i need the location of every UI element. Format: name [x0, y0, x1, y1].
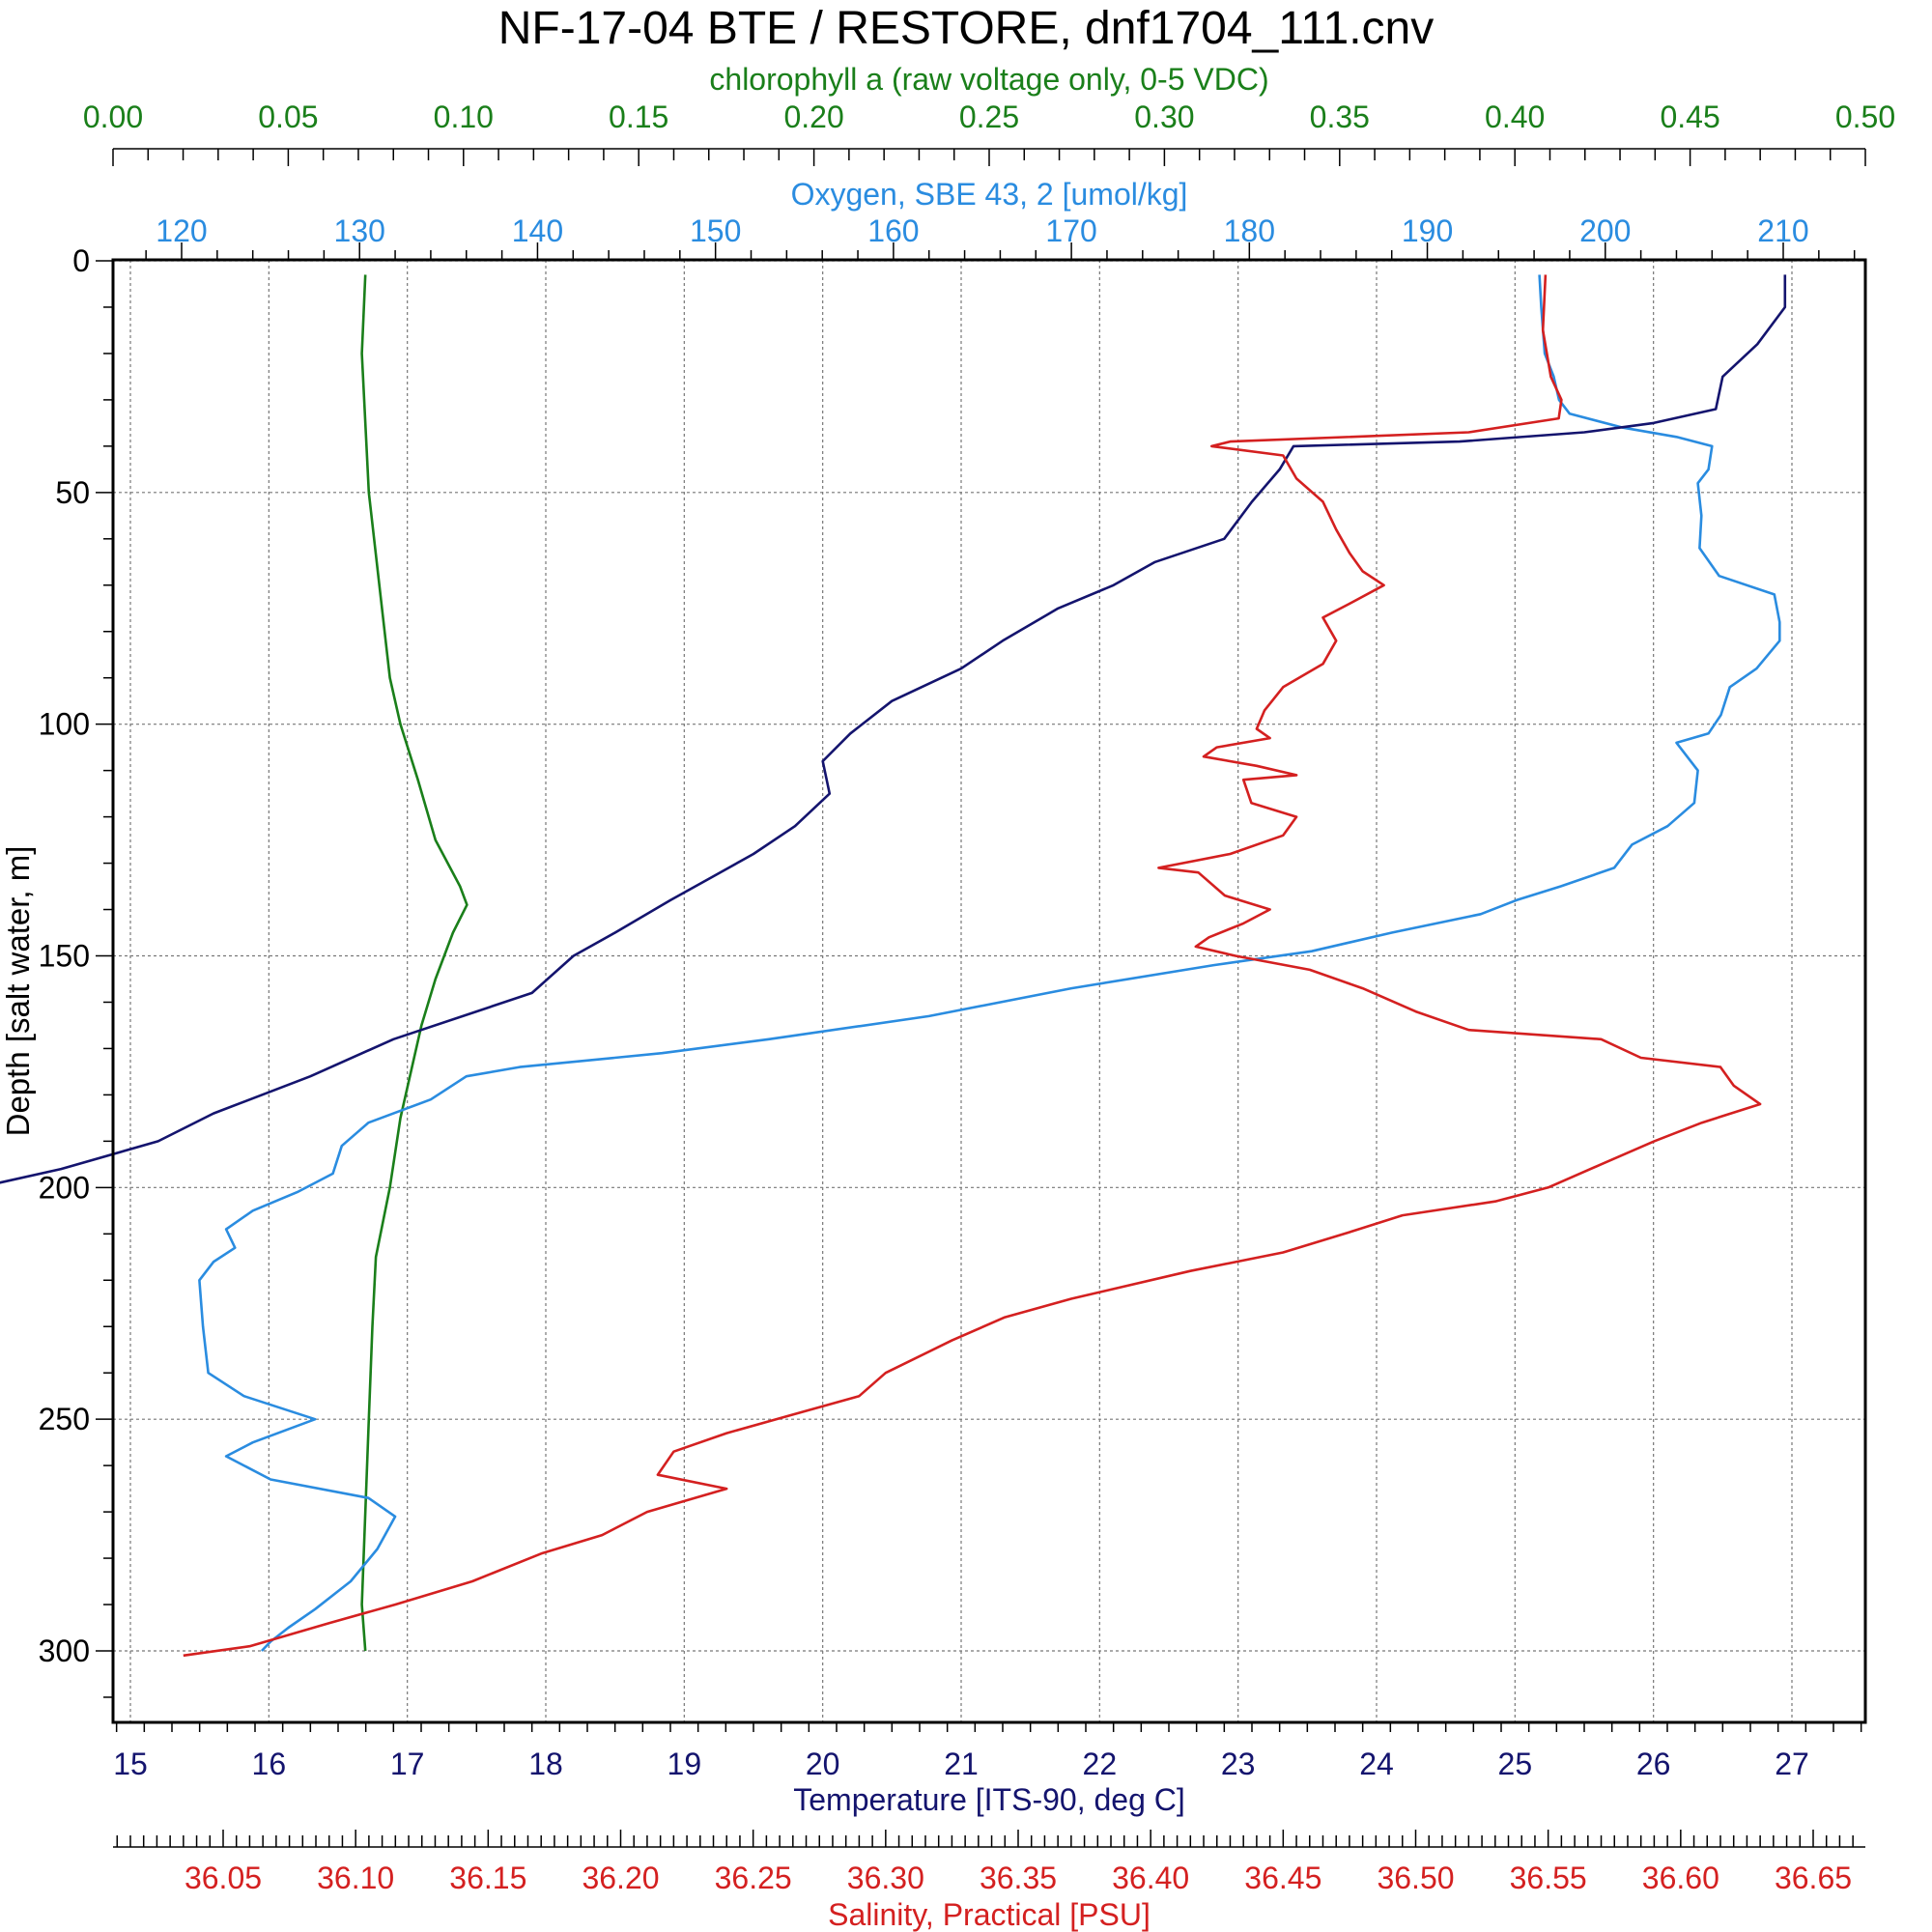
chlorophyll-tick-label: 0.20	[783, 99, 843, 134]
chlorophyll-tick-label: 0.30	[1134, 99, 1194, 134]
salinity-tick-label: 36.45	[1244, 1861, 1321, 1895]
temperature-series-line	[0, 274, 1787, 1184]
temperature-axis-label: Temperature [ITS-90, deg C]	[793, 1782, 1185, 1817]
temperature-tick-label: 19	[668, 1747, 702, 1781]
salinity-tick-label: 36.15	[449, 1861, 526, 1895]
temperature-tick-label: 23	[1221, 1747, 1256, 1781]
salinity-tick-label: 36.60	[1642, 1861, 1719, 1895]
oxygen-tick-label: 200	[1579, 213, 1631, 248]
salinity-tick-label: 36.05	[185, 1861, 262, 1895]
oxygen-tick-label: 160	[867, 213, 919, 248]
chlorophyll-tick-label: 0.10	[434, 99, 494, 134]
oxygen-tick-label: 130	[334, 213, 385, 248]
oxygen-tick-label: 120	[156, 213, 207, 248]
salinity-tick-label: 36.55	[1510, 1861, 1587, 1895]
depth-tick-label: 50	[55, 475, 90, 510]
temperature-tick-label: 24	[1359, 1747, 1394, 1781]
salinity-tick-label: 36.20	[582, 1861, 659, 1895]
salinity-tick-label: 36.50	[1377, 1861, 1454, 1895]
oxygen-tick-label: 140	[512, 213, 563, 248]
oxygen-tick-label: 180	[1224, 213, 1275, 248]
chlorophyll-tick-label: 0.25	[959, 99, 1019, 134]
chlorophyll-series-line	[360, 274, 469, 1652]
chlorophyll-tick-label: 0.35	[1310, 99, 1370, 134]
depth-tick-label: 100	[39, 707, 90, 742]
chart-title: NF-17-04 BTE / RESTORE, dnf1704_111.cnv	[498, 3, 1434, 54]
temperature-tick-label: 15	[113, 1747, 148, 1781]
salinity-axis-label: Salinity, Practical [PSU]	[828, 1897, 1151, 1932]
grid-lines	[113, 260, 1865, 1722]
salinity-tick-label: 36.25	[715, 1861, 792, 1895]
oxygen-series-line	[198, 274, 1781, 1652]
oxygen-tick-label: 170	[1045, 213, 1096, 248]
temperature-tick-label: 16	[252, 1747, 287, 1781]
plot-frame	[111, 258, 1867, 1724]
oxygen-tick-label: 190	[1402, 213, 1453, 248]
depth-tick-label: 0	[72, 243, 90, 278]
salinity-tick-label: 36.30	[847, 1861, 924, 1895]
chlorophyll-tick-label: 0.15	[609, 99, 668, 134]
depth-tick-label: 300	[39, 1634, 90, 1668]
chlorophyll-tick-label: 0.40	[1485, 99, 1545, 134]
temperature-tick-label: 18	[528, 1747, 563, 1781]
temperature-tick-label: 22	[1083, 1747, 1118, 1781]
temperature-tick-label: 21	[944, 1747, 979, 1781]
chlorophyll-tick-label: 0.05	[258, 99, 318, 134]
chlorophyll-tick-label: 0.45	[1660, 99, 1719, 134]
chlorophyll-axis-label: chlorophyll a (raw voltage only, 0-5 VDC…	[709, 62, 1268, 97]
depth-axis-label: Depth [salt water, m]	[0, 846, 36, 1137]
chlorophyll-tick-label: 0.00	[83, 99, 143, 134]
chlorophyll-tick-label: 0.50	[1835, 99, 1895, 134]
axes: 0 50 100 150 200 250 300 Depth [salt water, m] 0…	[0, 62, 1895, 1932]
temperature-tick-label: 25	[1498, 1747, 1533, 1781]
oxygen-tick-label: 210	[1757, 213, 1808, 248]
temperature-tick-label: 20	[806, 1747, 840, 1781]
depth-tick-label: 150	[39, 939, 90, 974]
salinity-tick-label: 36.10	[317, 1861, 394, 1895]
temperature-tick-label: 26	[1636, 1747, 1671, 1781]
oxygen-axis-label: Oxygen, SBE 43, 2 [umol/kg]	[791, 177, 1188, 212]
salinity-series-line	[183, 274, 1762, 1658]
temperature-tick-label: 17	[390, 1747, 425, 1781]
salinity-tick-label: 36.65	[1775, 1861, 1852, 1895]
data-series	[0, 274, 1787, 1658]
oxygen-tick-label: 150	[690, 213, 741, 248]
salinity-tick-label: 36.40	[1112, 1861, 1189, 1895]
temperature-tick-label: 27	[1775, 1747, 1809, 1781]
depth-tick-label: 200	[39, 1170, 90, 1205]
depth-tick-label: 250	[39, 1402, 90, 1436]
salinity-tick-label: 36.35	[980, 1861, 1057, 1895]
